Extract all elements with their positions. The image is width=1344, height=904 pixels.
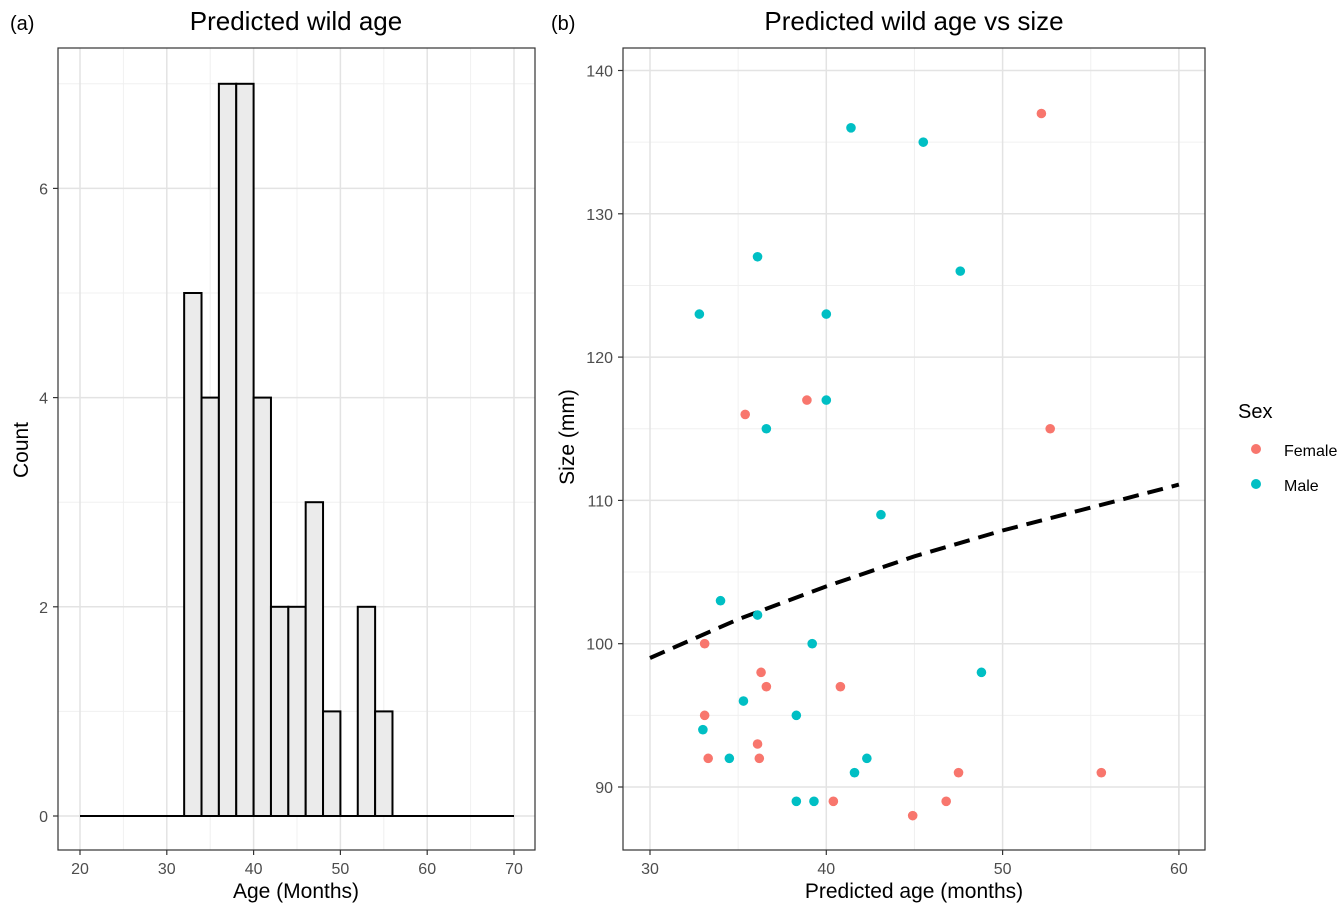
- histogram-bar: [183, 292, 203, 817]
- y-tick-label: 4: [39, 391, 48, 408]
- panel-b-tag: (b): [551, 13, 575, 35]
- scatter-point-male: [791, 796, 802, 807]
- y-tick-label: 110: [587, 493, 613, 510]
- scatter-point-male: [862, 753, 872, 764]
- histogram-ticks: 20 30 40 50 60 70 0 2 4 6: [39, 181, 523, 878]
- legend-title: Sex: [1238, 401, 1272, 423]
- scatter-point-male: [752, 251, 763, 262]
- panel-a-title: Predicted wild age: [190, 6, 402, 36]
- scatter-point-female: [802, 395, 812, 405]
- histogram-panel: (a) Predicted wild age 20 30 40 50 60 700246 …: [10, 6, 536, 903]
- y-tick-label: 2: [39, 600, 48, 617]
- scatter-point-female: [699, 638, 710, 649]
- scatter-point-male: [698, 724, 708, 735]
- scatter-point-male: [724, 753, 735, 764]
- legend: Sex Female Male: [1238, 401, 1337, 495]
- y-tick-label: 140: [586, 64, 613, 81]
- scatter-panel: (b) Predicted wild age vs size 30 40 50 60 9…: [551, 6, 1337, 903]
- panel-b-title: Predicted wild age vs size: [764, 6, 1063, 36]
- x-tick-label: 40: [245, 861, 263, 878]
- histogram-bar: [374, 710, 394, 818]
- scatter-ticks: 30 40 50 60 90 100 110 120 130 140: [586, 64, 1188, 879]
- scatter-point-female: [703, 753, 713, 764]
- y-tick-label: 90: [595, 780, 613, 797]
- scatter-point-female: [740, 409, 751, 420]
- scatter-point-male: [976, 667, 987, 678]
- histogram-bar: [217, 82, 238, 818]
- trend-line: [649, 482, 1180, 660]
- x-tick-label: 30: [641, 861, 659, 878]
- x-tick-label: 50: [332, 861, 350, 878]
- legend-male-label: Male: [1284, 478, 1319, 495]
- scatter-point-female: [699, 710, 710, 721]
- y-tick-label: 120: [586, 350, 613, 367]
- scatter-gridlines: [623, 48, 1205, 850]
- histogram-y-axis-label: Count: [10, 422, 33, 478]
- scatter-point-female: [754, 753, 765, 764]
- scatter-point-female: [1036, 108, 1047, 119]
- histogram-bar: [252, 396, 272, 817]
- scatter-points: [694, 108, 1107, 821]
- histogram-x-axis-label: Age (Months): [233, 880, 359, 903]
- scatter-x-axis-label: Predicted age (months): [805, 880, 1023, 903]
- x-tick-label: 40: [817, 861, 835, 878]
- scatter-y-axis-label: Size (mm): [556, 389, 579, 485]
- scatter-point-male: [715, 595, 726, 606]
- y-tick-label: 6: [39, 181, 48, 198]
- scatter-point-male: [761, 423, 772, 434]
- y-tick-label: 0: [39, 809, 48, 826]
- scatter-point-male: [807, 638, 817, 649]
- scatter-point-female: [941, 796, 951, 807]
- histogram-bar: [200, 396, 220, 817]
- scatter-point-female: [835, 681, 846, 692]
- scatter-point-female: [756, 667, 766, 678]
- y-tick-label: 130: [586, 207, 613, 224]
- x-tick-label: 30: [158, 861, 176, 878]
- histogram-bar: [322, 710, 342, 818]
- scatter-point-female: [1045, 423, 1056, 434]
- scatter-point-male: [738, 696, 749, 706]
- x-tick-label: 60: [418, 861, 436, 878]
- panel-a-tag: (a): [10, 13, 34, 35]
- scatter-point-male: [694, 309, 705, 319]
- x-tick-label: 70: [505, 861, 523, 878]
- y-tick-label: 100: [586, 637, 613, 654]
- scatter-point-male: [752, 610, 763, 620]
- x-tick-label: 60: [1170, 861, 1188, 878]
- scatter-point-male: [955, 266, 966, 276]
- histogram-bar: [356, 605, 377, 817]
- scatter-point-male: [821, 395, 832, 405]
- histogram-bar: [304, 501, 325, 817]
- scatter-plot-border: [622, 47, 1206, 851]
- x-tick-label: 50: [994, 861, 1012, 878]
- scatter-point-male: [849, 767, 860, 778]
- scatter-point-male: [821, 309, 832, 319]
- histogram-plot-border: [57, 47, 536, 851]
- legend-female-label: Female: [1284, 443, 1337, 460]
- scatter-point-female: [1096, 767, 1107, 778]
- histogram-bars: [80, 82, 514, 818]
- x-tick-label: 20: [71, 861, 89, 878]
- legend-female-dot: [1251, 444, 1261, 454]
- scatter-point-female: [761, 681, 772, 692]
- histogram-bar: [287, 605, 307, 817]
- scatter-point-male: [846, 123, 856, 133]
- scatter-point-male: [791, 710, 802, 721]
- scatter-point-male: [918, 137, 929, 147]
- scatter-point-female: [953, 767, 964, 778]
- histogram-bar: [235, 82, 255, 818]
- scatter-point-female: [752, 739, 763, 749]
- scatter-point-female: [828, 796, 839, 807]
- legend-male-dot: [1251, 479, 1261, 489]
- histogram-bar: [269, 605, 290, 817]
- scatter-point-male: [876, 509, 886, 520]
- scatter-point-female: [907, 810, 918, 821]
- scatter-point-male: [809, 796, 819, 807]
